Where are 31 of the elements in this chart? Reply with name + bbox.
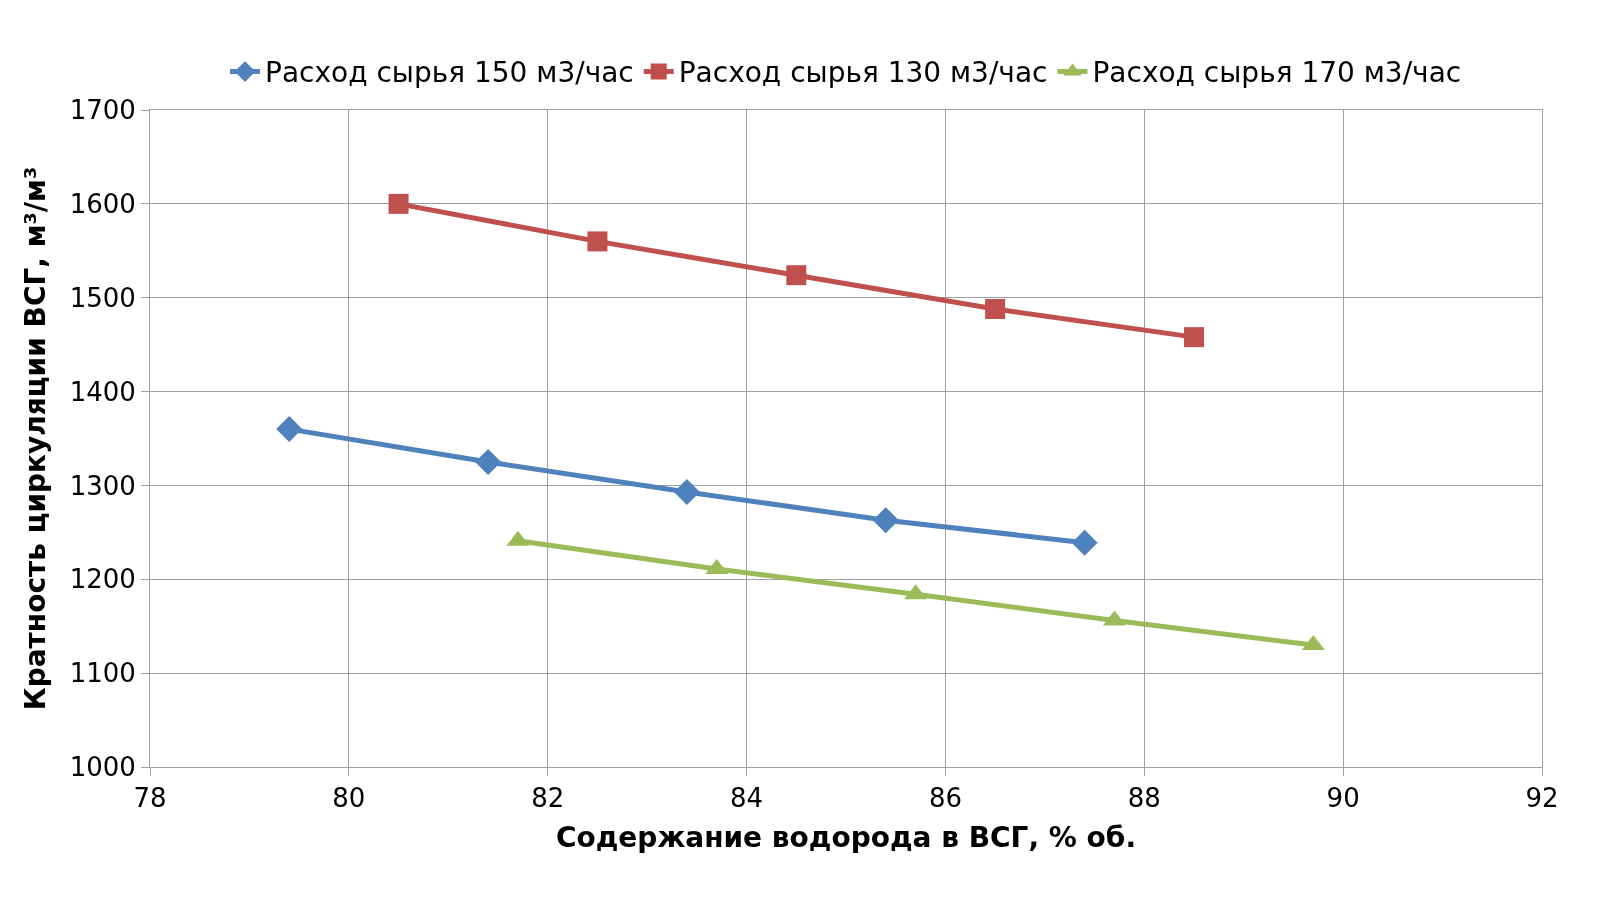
y-tick-label: 1100 [69,658,136,689]
y-tick-label: 1300 [69,470,136,501]
y-tick-label: 1000 [69,752,136,783]
y-tick-label: 1700 [69,95,136,126]
x-tick-label: 92 [1525,783,1559,814]
point [1071,529,1098,556]
legend-label: Расход сырья 170 м3/час [1092,56,1462,90]
y-axis-title: Кратность циркуляции ВСГ, м³/м³ [19,166,53,711]
x-tick-label: 82 [531,783,565,814]
point [276,416,303,443]
point [388,193,409,214]
point [872,507,899,534]
y-tick-label: 1500 [69,282,136,313]
y-tick-label: 1600 [69,188,136,219]
point [786,265,807,286]
x-tick-label: 84 [730,783,764,814]
x-tick-label: 86 [928,783,962,814]
legend-label: Расход сырья 150 м3/час [265,56,634,90]
legend-label: Расход сырья 130 м3/час [678,56,1048,90]
x-tick-label: 78 [133,783,167,814]
point [587,231,608,252]
x-tick-label: 88 [1127,783,1161,814]
y-tick-label: 1400 [69,376,136,407]
point [1184,327,1204,348]
x-axis-title: Содержание водорода в ВСГ, % об. [555,821,1137,855]
y-tick-label: 1200 [69,564,136,595]
point [673,479,700,505]
point [475,448,502,475]
point [985,298,1006,319]
x-tick-label: 90 [1326,783,1360,814]
x-tick-label: 80 [332,783,366,814]
